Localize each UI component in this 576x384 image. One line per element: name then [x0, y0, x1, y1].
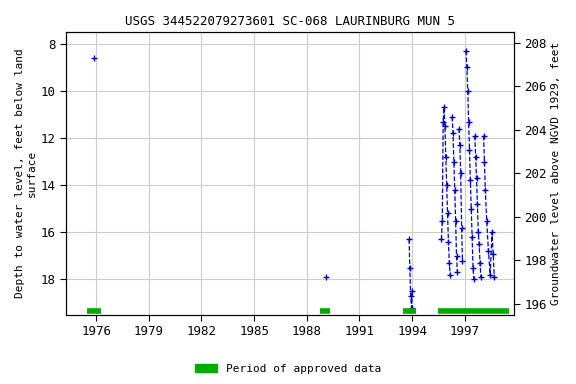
Y-axis label: Groundwater level above NGVD 1929, feet: Groundwater level above NGVD 1929, feet: [551, 42, 561, 305]
Legend: Period of approved data: Period of approved data: [191, 359, 385, 379]
Y-axis label: Depth to water level, feet below land
surface: Depth to water level, feet below land su…: [15, 48, 37, 298]
Title: USGS 344522079273601 SC-068 LAURINBURG MUN 5: USGS 344522079273601 SC-068 LAURINBURG M…: [125, 15, 455, 28]
